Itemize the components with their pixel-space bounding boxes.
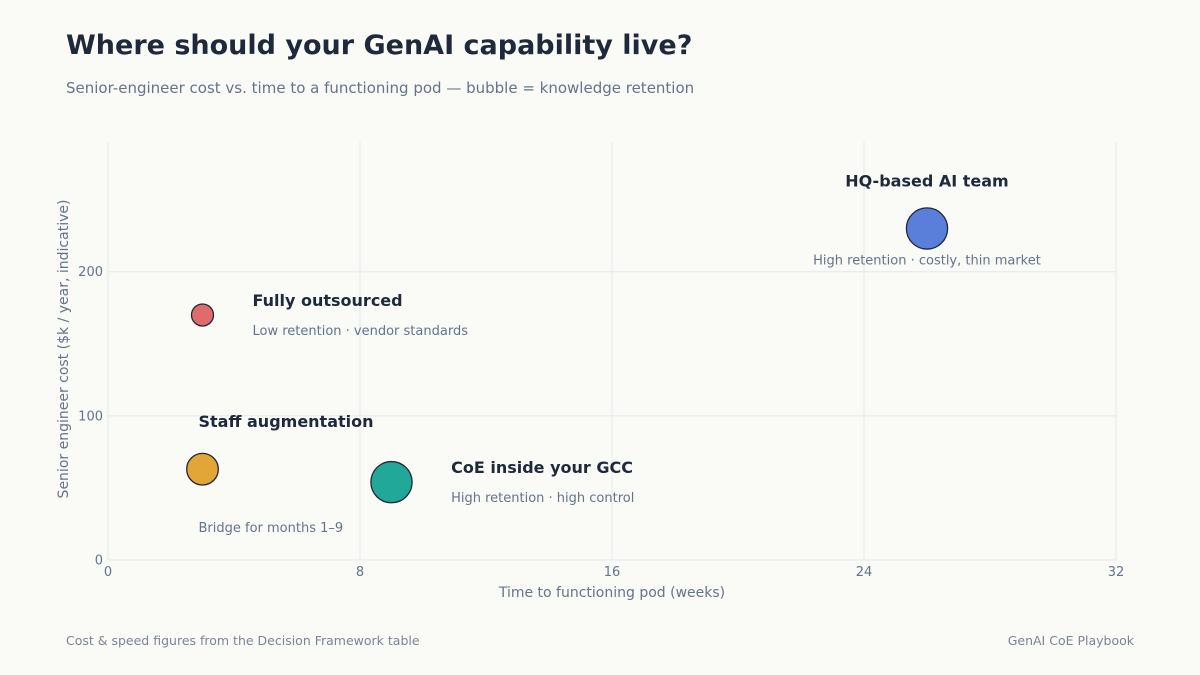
x-tick-label: 24 [856,565,873,580]
point-label-hq-based-ai-team: HQ-based AI team [845,171,1008,190]
x-tick-label: 8 [356,565,364,580]
point-label-coe-inside-your-gcc: CoE inside your GCC [451,458,633,477]
point-label-fully-outsourced: Fully outsourced [253,291,403,310]
data-points: Fully outsourced Low retention · vendor s… [186,171,1041,536]
point-label-staff-augmentation: Staff augmentation [199,412,374,431]
point-note-hq-based-ai-team: High retention · costly, thin market [813,253,1041,268]
point-note-coe-inside-your-gcc: High retention · high control [451,491,634,506]
chart-title: Where should your GenAI capability live? [66,30,693,61]
y-axis-label: Senior engineer cost ($k / year, indicat… [56,200,72,499]
grid-lines [107,142,1117,561]
bubble-coe-inside-your-gcc[interactable] [370,460,413,504]
footer-brand: GenAI CoE Playbook [1007,633,1134,648]
x-axis-label: Time to functioning pod (weeks) [498,585,725,601]
y-tick-label: 100 [78,409,103,424]
footer-source: Cost & speed figures from the Decision F… [66,633,420,648]
x-tick-label: 0 [104,565,112,580]
chart-subtitle: Senior-engineer cost vs. time to a funct… [66,79,695,97]
x-tick-label: 32 [1108,565,1125,580]
y-tick-label: 0 [95,554,103,569]
x-tick-label: 16 [604,565,621,580]
axis-ticks: 0 8 16 24 32 0 100 200 [78,265,1124,580]
y-tick-label: 200 [78,265,103,280]
point-note-fully-outsourced: Low retention · vendor standards [253,324,469,339]
bubble-fully-outsourced[interactable] [190,303,215,327]
bubble-hq-based-ai-team[interactable] [905,207,949,250]
bubble-staff-augmentation[interactable] [186,452,219,486]
point-note-staff-augmentation: Bridge for months 1–9 [199,521,344,536]
